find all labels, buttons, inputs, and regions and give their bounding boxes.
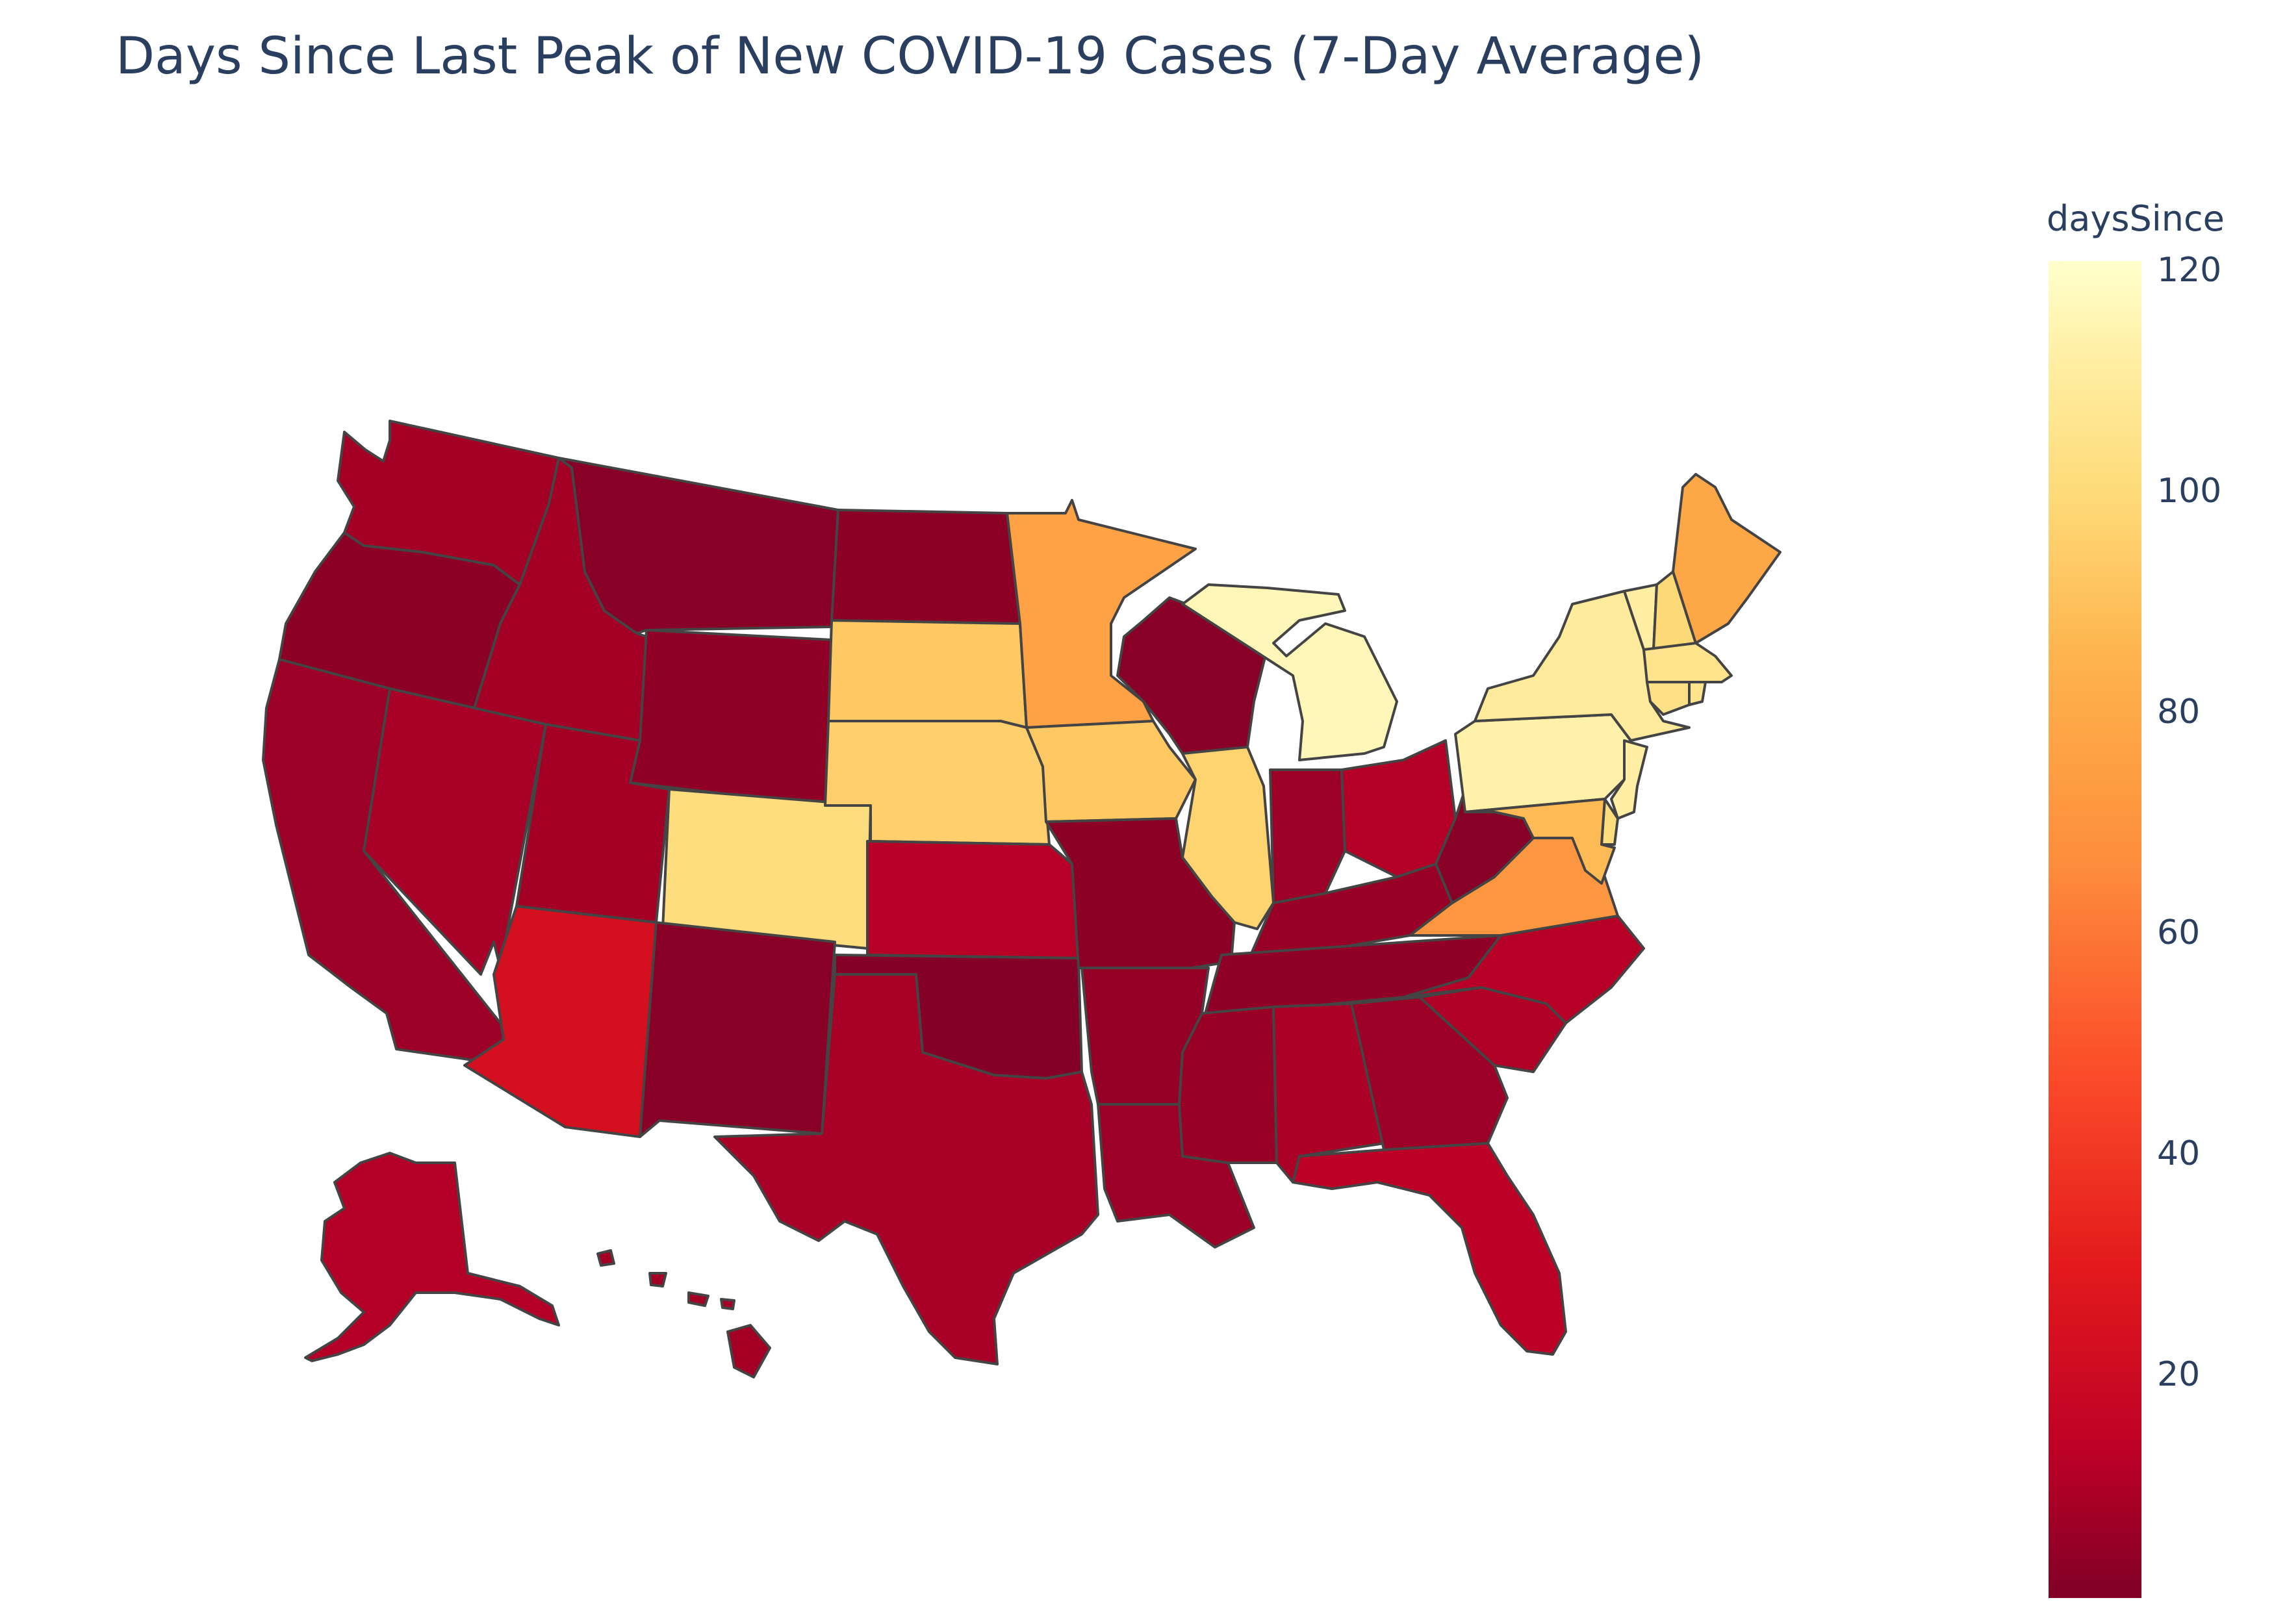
state-MO[interactable] bbox=[1045, 817, 1236, 969]
state-IL[interactable] bbox=[1181, 746, 1275, 930]
map-title: Days Since Last Peak of New COVID-19 Cas… bbox=[116, 27, 1705, 86]
state-MA[interactable] bbox=[1642, 642, 1733, 683]
colorbar-gradient bbox=[2049, 261, 2141, 1598]
state-IA[interactable] bbox=[1025, 720, 1197, 823]
colorbar-title: daysSince bbox=[2047, 198, 2225, 239]
state-MD[interactable] bbox=[1464, 798, 1616, 885]
colorbar-tick-20: 20 bbox=[2157, 1355, 2201, 1394]
state-CT[interactable] bbox=[1646, 681, 1691, 716]
state-ME[interactable] bbox=[1672, 473, 1782, 644]
state-SD[interactable] bbox=[827, 619, 1028, 729]
state-MI[interactable] bbox=[1181, 583, 1398, 761]
state-NM[interactable] bbox=[639, 921, 836, 1138]
colorbar-tick-120: 120 bbox=[2157, 251, 2222, 290]
state-RI[interactable] bbox=[1688, 681, 1707, 706]
colorbar-tick-100: 100 bbox=[2157, 472, 2222, 511]
state-KS[interactable] bbox=[866, 840, 1080, 959]
state-NJ[interactable] bbox=[1610, 739, 1648, 820]
state-HI[interactable] bbox=[596, 1249, 771, 1378]
state-AK[interactable] bbox=[304, 1152, 560, 1362]
colorbar-tick-40: 40 bbox=[2157, 1134, 2201, 1173]
state-MS[interactable] bbox=[1178, 1006, 1278, 1164]
colorbar-tick-80: 80 bbox=[2157, 692, 2201, 731]
state-WY[interactable] bbox=[629, 629, 833, 807]
state-CO[interactable] bbox=[661, 788, 872, 950]
state-ND[interactable] bbox=[830, 509, 1021, 625]
state-FL[interactable] bbox=[1292, 1142, 1567, 1356]
state-IN[interactable] bbox=[1269, 768, 1346, 904]
colorbar-tick-60: 60 bbox=[2157, 913, 2201, 952]
state-TX[interactable] bbox=[713, 973, 1099, 1365]
state-NC[interactable] bbox=[1402, 915, 1645, 1024]
state-PA[interactable] bbox=[1454, 713, 1632, 813]
state-CA[interactable] bbox=[262, 658, 515, 1067]
